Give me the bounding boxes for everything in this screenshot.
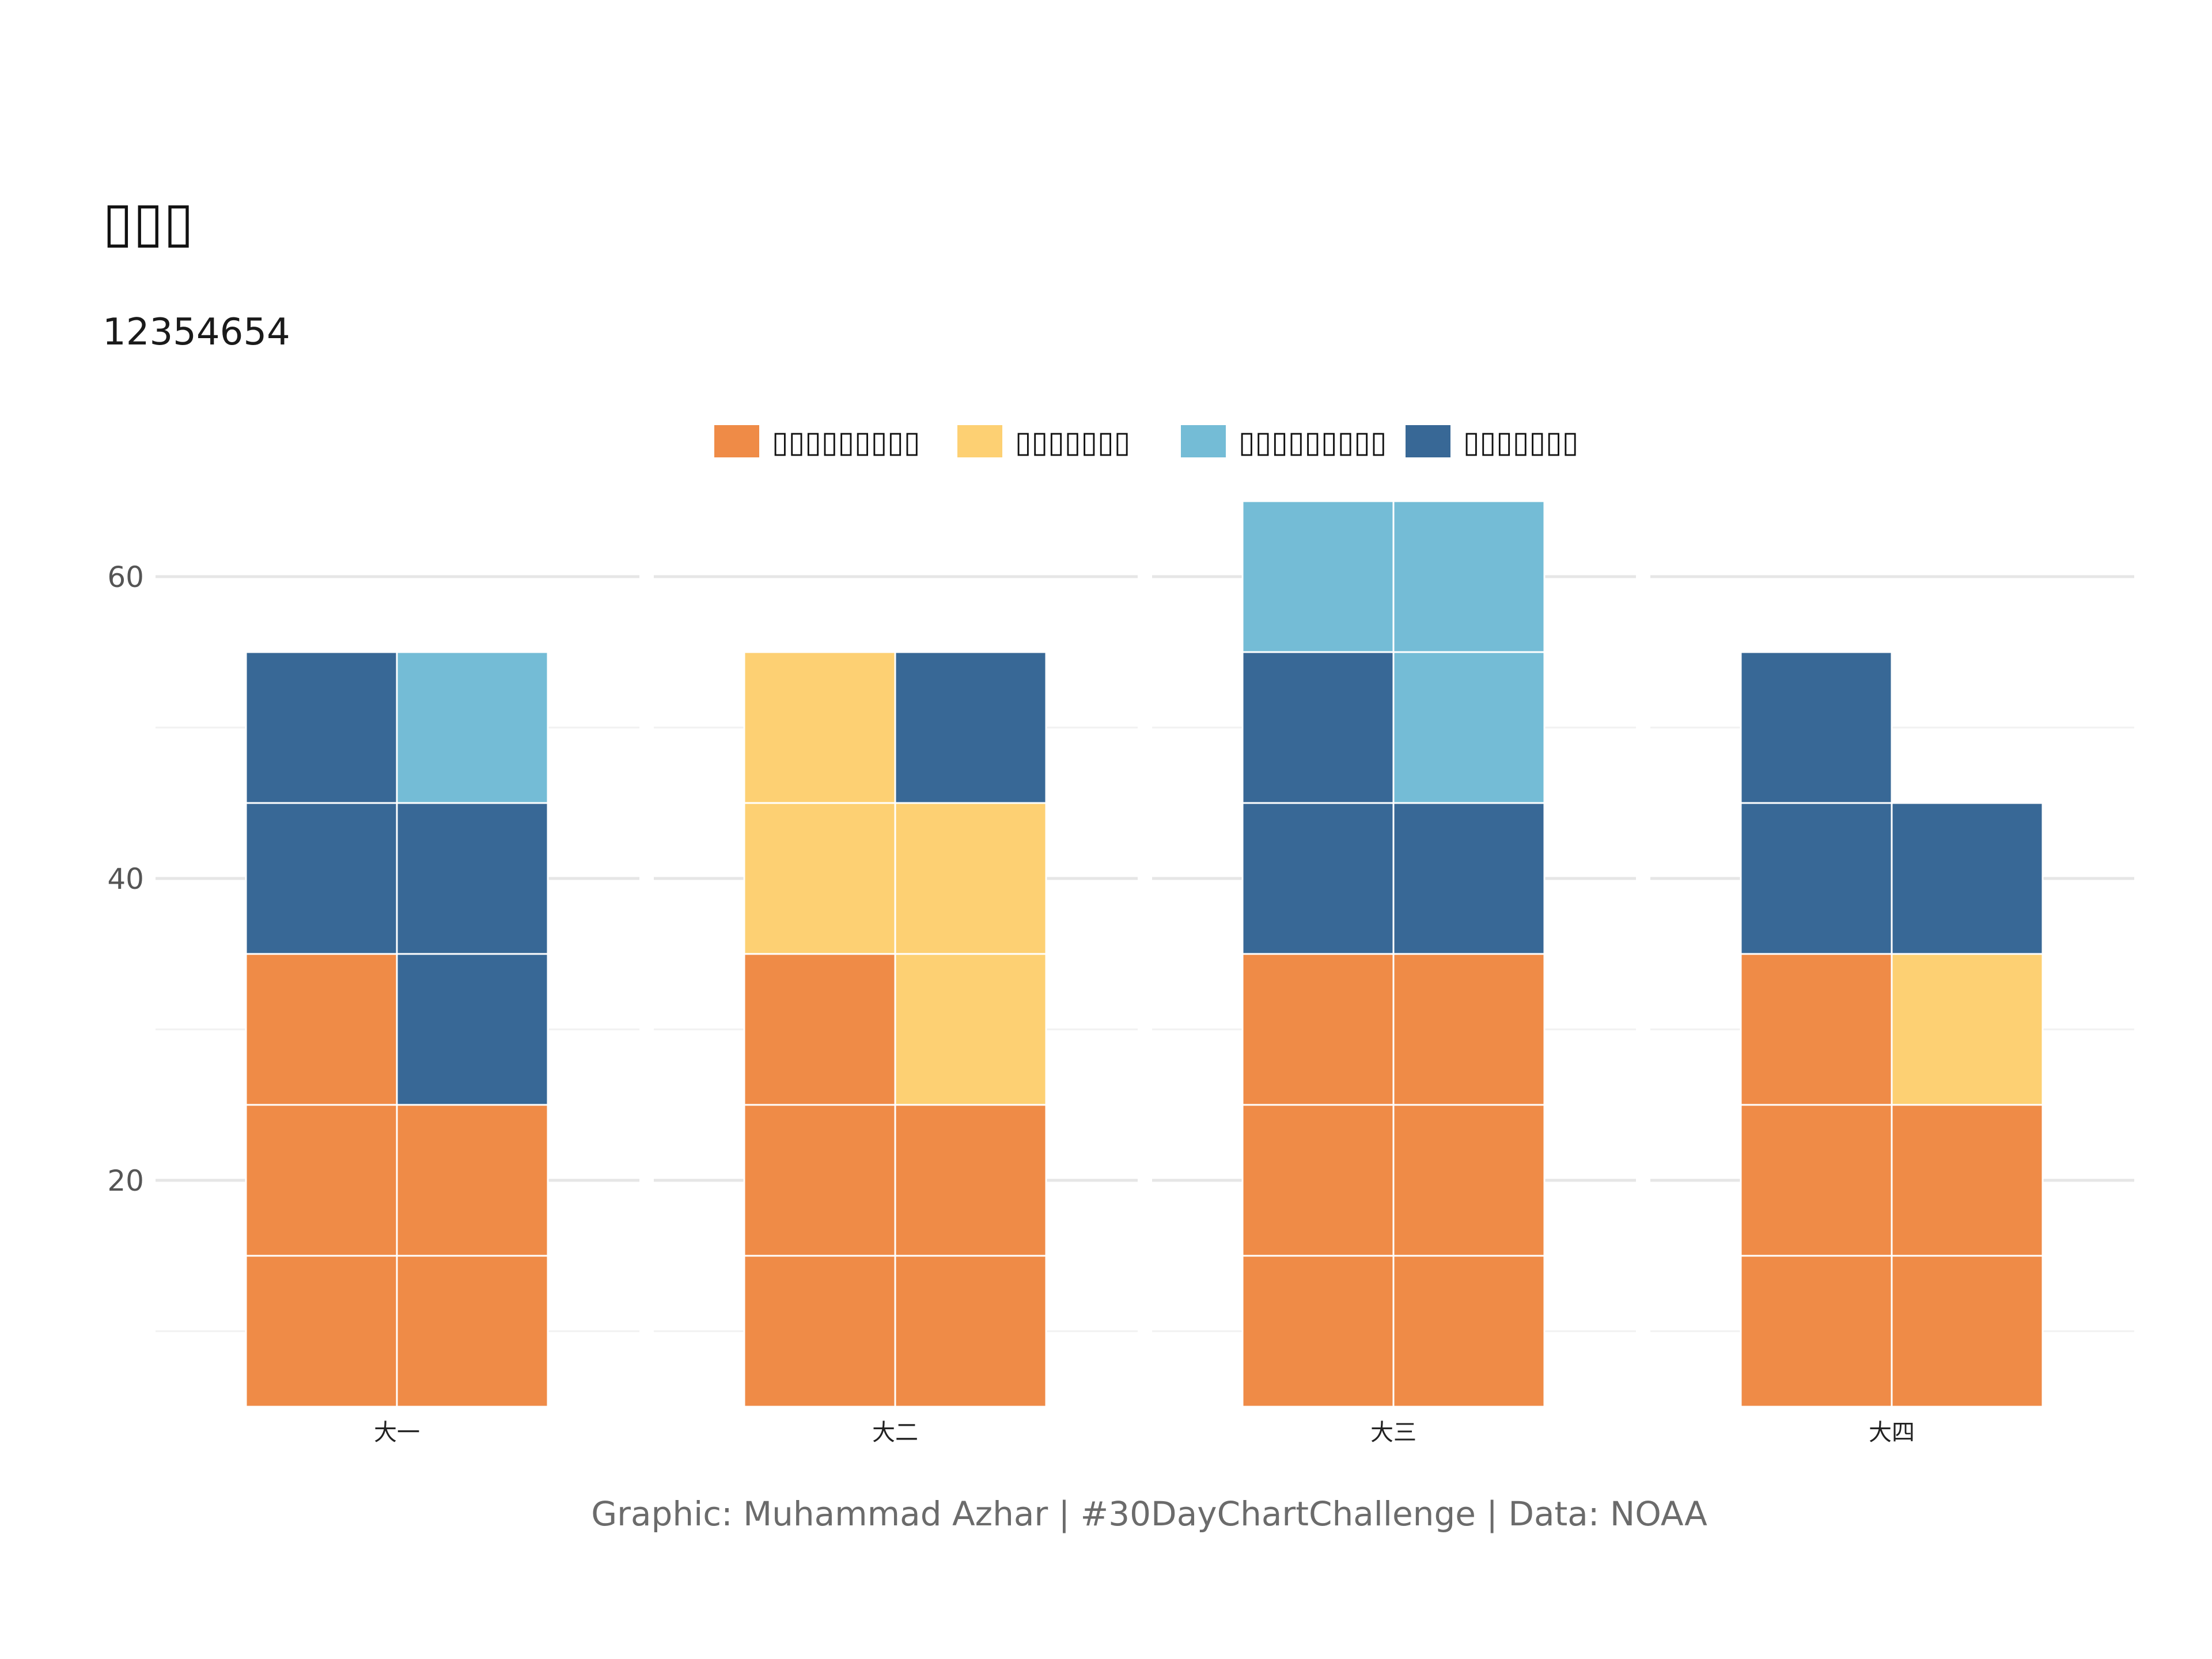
waffle-cell <box>1740 953 1893 1106</box>
waffle-cells <box>245 500 2044 1408</box>
waffle-cell <box>1740 1255 1893 1408</box>
waffle-cell <box>894 1255 1047 1408</box>
x-axis: 大一 大二 大三 大四 <box>374 1419 1915 1446</box>
legend-key <box>714 425 759 457</box>
waffle-cell <box>396 1255 549 1408</box>
waffle-cell <box>1392 651 1546 804</box>
waffle-cell <box>894 1104 1047 1257</box>
waffle-cell <box>1392 1255 1546 1408</box>
waffle-cell <box>1891 1104 2044 1257</box>
waffle-cell <box>1392 500 1546 653</box>
waffle-cell <box>743 1255 896 1408</box>
waffle-cell <box>1891 802 2044 955</box>
waffle-cell <box>1241 953 1395 1106</box>
legend: ▯▯▯▯▯▯▯▯▯ ▯▯▯▯▯▯▯ ▯▯▯▯▯▯▯▯▯ ▯▯▯▯▯▯▯ <box>714 425 1578 460</box>
waffle-cell <box>1241 1104 1395 1257</box>
waffle-cell <box>1392 802 1546 955</box>
waffle-cell <box>894 802 1047 955</box>
waffle-cell <box>743 651 896 804</box>
legend-label: ▯▯▯▯▯▯▯▯▯ <box>1238 425 1387 460</box>
waffle-cell <box>1241 1255 1395 1408</box>
waffle-cell <box>743 953 896 1106</box>
legend-label: ▯▯▯▯▯▯▯ <box>1463 425 1578 460</box>
waffle-cell <box>1241 651 1395 804</box>
y-tick-label: 60 <box>107 560 144 594</box>
y-axis: 20 40 60 <box>107 560 144 1198</box>
chart-title: ▯▯▯ <box>103 190 194 254</box>
waffle-cell <box>245 651 398 804</box>
legend-label: ▯▯▯▯▯▯▯▯▯ <box>772 425 921 460</box>
waffle-cell <box>396 953 549 1106</box>
waffle-cell <box>396 802 549 955</box>
y-tick-label: 40 <box>107 862 144 896</box>
y-tick-label: 20 <box>107 1164 144 1198</box>
waffle-cell <box>396 1104 549 1257</box>
waffle-cell <box>894 953 1047 1106</box>
waffle-cell <box>1392 1104 1546 1257</box>
chart-subtitle: 12354654 <box>103 311 290 354</box>
legend-label: ▯▯▯▯▯▯▯ <box>1015 425 1130 460</box>
legend-key <box>1181 425 1226 457</box>
waffle-cell <box>743 1104 896 1257</box>
waffle-cell <box>245 1255 398 1408</box>
waffle-cell <box>1740 1104 1893 1257</box>
waffle-cell <box>245 802 398 955</box>
x-tick-label: 大二 <box>872 1419 918 1446</box>
legend-key <box>1406 425 1450 457</box>
waffle-cell <box>1891 1255 2044 1408</box>
waffle-cell <box>245 953 398 1106</box>
waffle-cell <box>1392 953 1546 1106</box>
waffle-cell <box>1241 500 1395 653</box>
waffle-cell <box>1740 802 1893 955</box>
legend-key <box>957 425 1002 457</box>
waffle-cell <box>1740 651 1893 804</box>
waffle-cell <box>245 1104 398 1257</box>
waffle-cell <box>894 651 1047 804</box>
waffle-cell <box>1241 802 1395 955</box>
chart-caption: Graphic: Muhammad Azhar | #30DayChartCha… <box>591 1494 1707 1533</box>
waffle-cell <box>743 802 896 955</box>
x-tick-label: 大三 <box>1370 1419 1416 1446</box>
waffle-cell <box>1891 953 2044 1106</box>
waffle-cell <box>396 651 549 804</box>
x-tick-label: 大一 <box>374 1419 420 1446</box>
x-tick-label: 大四 <box>1869 1419 1915 1446</box>
